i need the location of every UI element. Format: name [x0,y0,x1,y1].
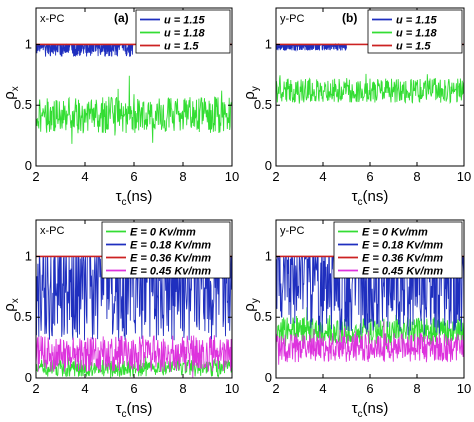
legend-entry-2: u = 1.18 [164,28,206,40]
y-tick-label: 1 [265,36,272,51]
x-tick-label: 6 [130,381,137,396]
legend-entry-1: E = 0 Kv/mm [362,227,428,239]
legend-entry-2: E = 0.18 Kv/mm [130,240,211,252]
x-tick-label: 6 [130,169,137,184]
x-axis-label: τc(ns) [352,400,389,420]
legend: E = 0 Kv/mmE = 0.18 Kv/mmE = 0.36 Kv/mmE… [101,221,231,279]
y-tick-label: 1 [265,248,272,263]
legend: E = 0 Kv/mmE = 0.18 Kv/mmE = 0.36 Kv/mmE… [333,221,463,279]
y-tick-label: 0.5 [14,309,32,324]
y-tick-label: 0 [25,370,32,385]
panel-letter: (a) [114,11,129,25]
x-tick-label: 8 [413,169,420,184]
x-tick-label: 8 [413,381,420,396]
x-axis-label: τc(ns) [352,188,389,208]
x-tick-label: 10 [457,381,471,396]
legend-entry-4: E = 0.45 Kv/mm [130,266,211,278]
x-axis-label: τc(ns) [116,400,153,420]
series-line-2 [276,73,464,105]
y-axis-label: ρx [1,298,21,312]
series-line-2 [276,256,464,336]
x-axis-label: τc(ns) [116,188,153,208]
x-tick-label: 6 [366,381,373,396]
y-tick-label: 0.5 [254,309,272,324]
x-tick-label: 10 [225,169,239,184]
x-tick-label: 10 [225,381,239,396]
x-tick-label: 8 [179,169,186,184]
legend-box [333,221,463,279]
x-tick-label: 4 [319,169,326,184]
legend-entry-1: u = 1.15 [164,15,206,27]
legend-entry-1: u = 1.15 [396,15,438,27]
x-tick-label: 2 [32,169,39,184]
legend-entry-2: u = 1.18 [396,28,438,40]
legend-entry-2: E = 0.18 Kv/mm [362,240,443,252]
series-line-2 [36,256,232,342]
y-tick-label: 0.5 [254,97,272,112]
x-tick-label: 2 [272,381,279,396]
y-axis-label: ρy [241,86,261,100]
y-axis-label: ρx [1,86,21,100]
legend-entry-4: E = 0.45 Kv/mm [362,266,443,278]
legend: u = 1.15u = 1.18u = 1.5 [367,9,463,54]
series-line-2 [36,75,232,144]
panel-letter: (b) [342,11,357,25]
panel-inner-label: y-PC [280,225,305,237]
x-tick-label: 6 [366,169,373,184]
y-tick-label: 0 [265,158,272,173]
series-line-4 [276,321,464,365]
y-tick-label: 0.5 [14,97,32,112]
y-tick-label: 1 [25,36,32,51]
panel-inner-label: x-PC [40,225,65,237]
x-tick-label: 4 [319,381,326,396]
legend-entry-3: E = 0.36 Kv/mm [362,253,443,265]
x-tick-label: 4 [81,381,88,396]
legend-entry-3: u = 1.5 [164,41,199,53]
x-tick-label: 2 [32,381,39,396]
y-tick-label: 0 [25,158,32,173]
panel-inner-label: y-PC [280,13,305,25]
y-tick-label: 1 [25,248,32,263]
y-axis-label: ρy [241,298,261,312]
x-tick-label: 10 [457,169,471,184]
x-tick-label: 4 [81,169,88,184]
y-tick-label: 0 [265,370,272,385]
legend-entry-3: u = 1.5 [396,41,431,53]
panel-inner-label: x-PC [40,13,65,25]
legend: u = 1.15u = 1.18u = 1.5 [135,9,231,54]
series-line-4 [36,335,232,378]
x-tick-label: 8 [179,381,186,396]
x-tick-label: 2 [272,169,279,184]
legend-entry-3: E = 0.36 Kv/mm [130,253,211,265]
legend-entry-1: E = 0 Kv/mm [130,227,196,239]
